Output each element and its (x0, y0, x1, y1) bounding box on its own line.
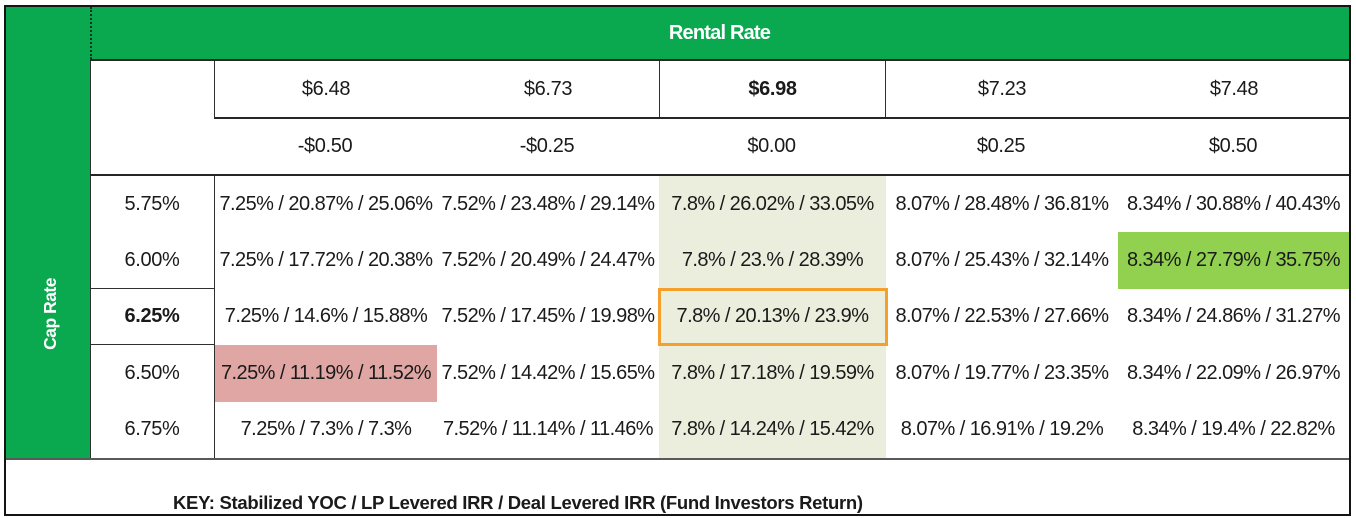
green-highlight-cell-bg (1118, 232, 1349, 289)
data-area-bottom-line (6, 458, 1349, 460)
table-frame: Cap Rate Rental Rate $6.48 $6.73 $6.98 $… (4, 5, 1351, 516)
cap-rate-label[interactable]: 6.00% (124, 248, 180, 271)
base-case-column-tint (659, 176, 886, 458)
value-cell-r2c2[interactable]: 7.8% / 20.13% / 23.9% (676, 305, 869, 328)
value-cell-r2c4[interactable]: 8.34% / 24.86% / 31.27% (1126, 305, 1341, 328)
value-cell-r3c3[interactable]: 8.07% / 19.77% / 23.35% (895, 361, 1109, 384)
value-cell-r4c3[interactable]: 8.07% / 16.91% / 19.2% (900, 418, 1104, 441)
value-cell-r1c2[interactable]: 7.8% / 23.% / 28.39% (681, 249, 864, 272)
value-cell-r0c3[interactable]: 8.07% / 28.48% / 36.81% (895, 192, 1109, 215)
rental-rate-offset[interactable]: $0.50 (1208, 135, 1258, 157)
value-cell-r1c0[interactable]: 7.25% / 17.72% / 20.38% (219, 249, 433, 272)
rental-rate-header[interactable]: $6.48 (301, 77, 351, 100)
value-cell-r3c2[interactable]: 7.8% / 17.18% / 19.59% (671, 361, 874, 384)
rental-rate-header-row: $6.48 $6.73 $6.98 $7.23 $7.48 (214, 61, 1350, 119)
cap-rate-label[interactable]: 6.50% (124, 361, 180, 384)
value-cell-r0c4[interactable]: 8.34% / 30.88% / 40.43% (1126, 192, 1341, 215)
value-cell-r4c0[interactable]: 7.25% / 7.3% / 7.3% (240, 418, 412, 441)
value-cell-r0c1[interactable]: 7.52% / 23.48% / 29.14% (441, 192, 655, 215)
header-separator-line (90, 174, 1349, 176)
cap-rate-label-column: 5.75% 6.00% 6.25% 6.50% 6.75% (90, 176, 215, 458)
value-cell-r4c2[interactable]: 7.8% / 14.24% / 15.42% (671, 418, 874, 441)
value-cell-r1c4[interactable]: 8.34% / 27.79% / 35.75% (1126, 249, 1341, 272)
cap-rate-label[interactable]: 6.75% (124, 417, 180, 440)
key-note: KEY: Stabilized YOC / LP Levered IRR / D… (173, 492, 863, 513)
value-cell-r3c0[interactable]: 7.25% / 11.19% / 11.52% (220, 361, 432, 384)
cap-rate-label[interactable]: 5.75% (124, 192, 180, 215)
rental-rate-offset[interactable]: -$0.50 (297, 135, 353, 157)
rental-rate-header[interactable]: $6.73 (523, 77, 573, 100)
rental-rate-offset-row: -$0.50 -$0.25 $0.00 $0.25 $0.50 (214, 119, 1349, 174)
value-cell-r2c3[interactable]: 8.07% / 22.53% / 27.66% (895, 305, 1109, 328)
orange-selection-border (658, 288, 888, 346)
rental-rate-axis-label: Rental Rate (668, 21, 771, 44)
value-cell-r1c3[interactable]: 8.07% / 25.43% / 32.14% (895, 249, 1109, 272)
value-cell-r2c1[interactable]: 7.52% / 17.45% / 19.98% (441, 305, 655, 328)
value-cell-r3c1[interactable]: 7.52% / 14.42% / 15.65% (441, 361, 655, 384)
rental-rate-header[interactable]: $7.23 (977, 77, 1027, 100)
cap-rate-axis-label-wrap: Cap Rate (8, 141, 92, 486)
cap-rate-axis-band-edge-line (90, 61, 91, 458)
value-cell-r4c4[interactable]: 8.34% / 19.4% / 22.82% (1132, 418, 1335, 441)
cap-rate-axis-band (6, 7, 91, 458)
pink-highlight-cell-bg (215, 345, 437, 402)
rental-rate-offset[interactable]: -$0.25 (519, 135, 575, 157)
value-cell-r1c1[interactable]: 7.52% / 20.49% / 24.47% (441, 249, 655, 272)
cap-rate-label-base-case[interactable]: 6.25% (90, 288, 214, 345)
rental-rate-axis-band: Rental Rate (90, 7, 1349, 61)
rental-rate-offset[interactable]: $0.00 (747, 135, 796, 157)
value-cell-r0c2[interactable]: 7.8% / 26.02% / 33.05% (671, 192, 874, 215)
value-cell-r2c0[interactable]: 7.25% / 14.6% / 15.88% (224, 305, 428, 328)
rental-rate-offset[interactable]: $0.25 (976, 135, 1026, 157)
value-cell-r4c1[interactable]: 7.52% / 11.14% / 11.46% (442, 418, 654, 441)
dotted-cell-divider (90, 7, 92, 59)
value-cell-r0c0[interactable]: 7.25% / 20.87% / 25.06% (219, 192, 433, 215)
rental-rate-header-base-case[interactable]: $6.98 (659, 61, 886, 117)
value-cell-r3c4[interactable]: 8.34% / 22.09% / 26.97% (1126, 361, 1341, 384)
rental-rate-header[interactable]: $7.48 (1209, 77, 1259, 100)
sensitivity-data-area: 7.25% / 20.87% / 25.06% 7.52% / 23.48% / … (215, 176, 1349, 458)
cap-rate-axis-label: Cap Rate (39, 277, 60, 350)
